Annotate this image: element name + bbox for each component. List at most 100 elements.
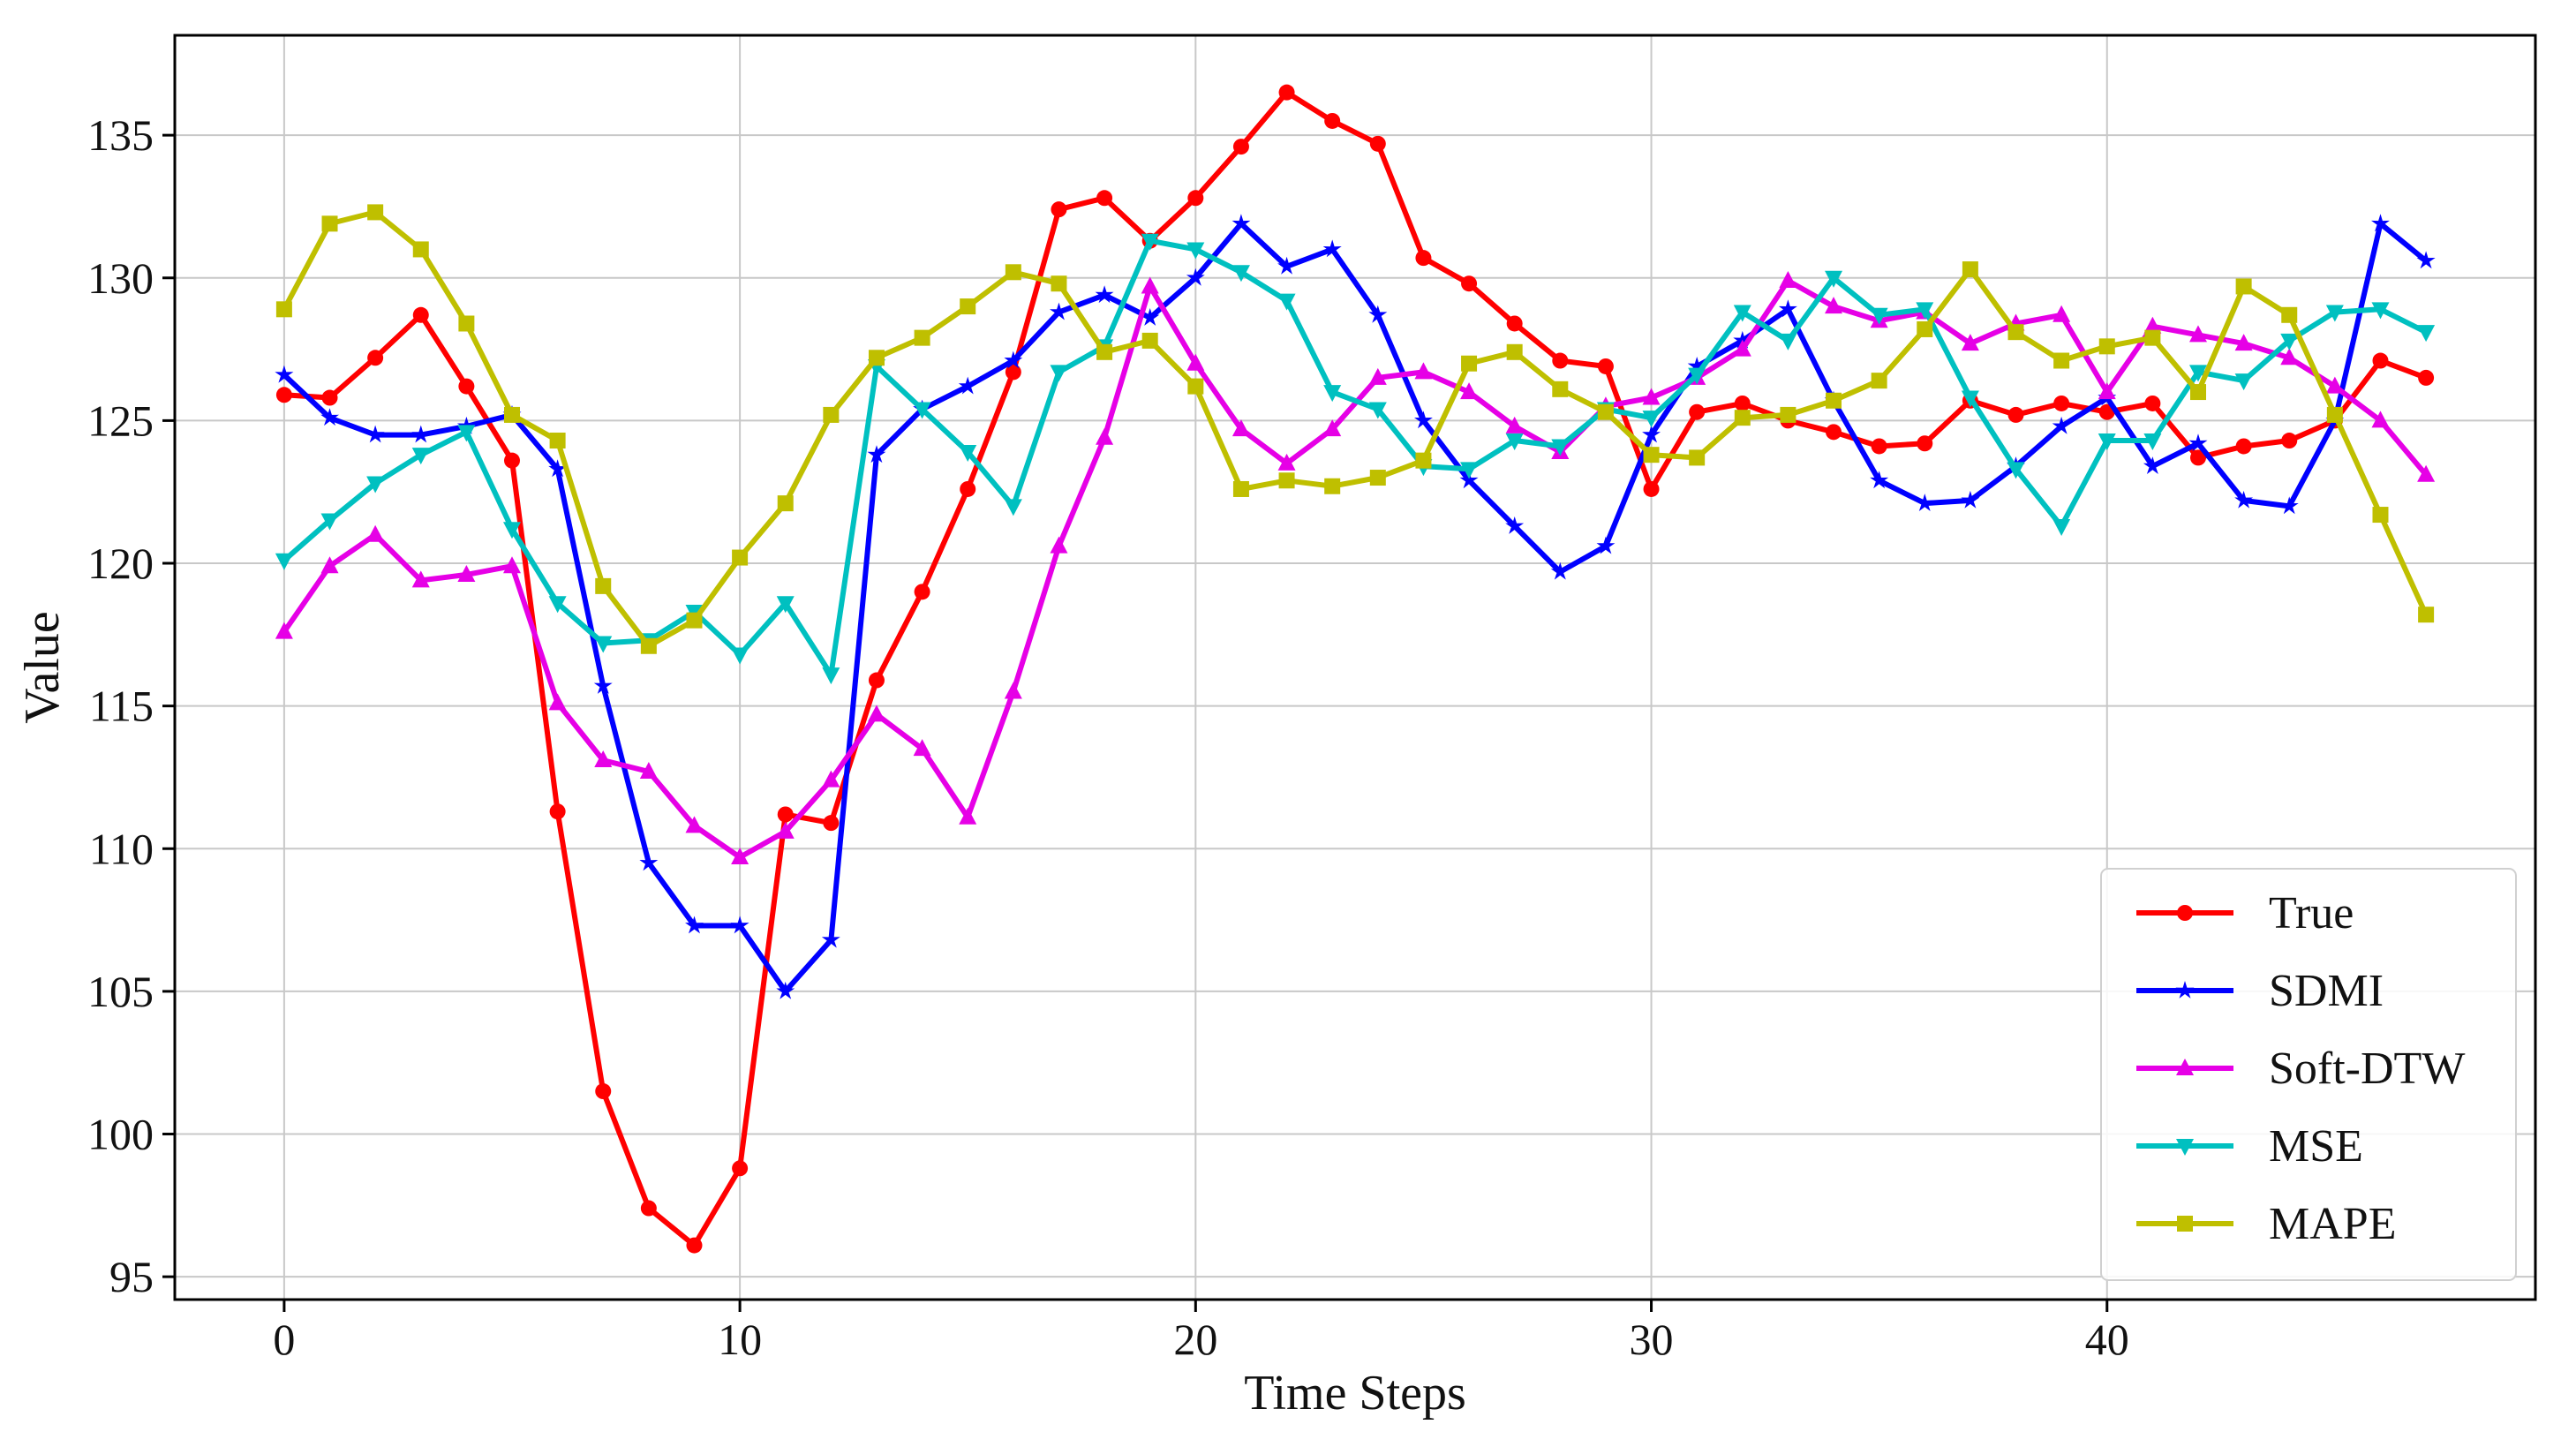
data-point-mse: [1825, 270, 1843, 288]
data-point-sdmi: [1550, 561, 1570, 580]
data-point-true: [960, 480, 976, 497]
data-point-true: [2281, 433, 2298, 449]
data-point-true: [1871, 438, 1887, 455]
legend-marker-soft-dtw: [2176, 1059, 2194, 1075]
data-point-mse: [275, 553, 293, 570]
legend-label-mape: MAPE: [2269, 1199, 2396, 1249]
data-point-sdmi: [1141, 308, 1160, 326]
data-point-mape: [1096, 343, 1113, 360]
plot-frame: [173, 34, 2537, 1301]
data-point-mape: [1369, 470, 1386, 486]
legend-marker-sdmi: [2175, 981, 2195, 999]
data-point-mape: [1917, 320, 1933, 337]
data-point-true: [2235, 438, 2252, 455]
data-point-mape: [640, 637, 657, 654]
data-point-mape: [2007, 324, 2024, 341]
data-point-sdmi: [1459, 471, 1479, 489]
x-tick-label: 20: [1173, 1315, 1217, 1364]
data-point-mse: [457, 425, 476, 442]
data-point-sdmi: [1414, 411, 1433, 429]
data-point-true: [1506, 315, 1523, 332]
data-point-mape: [595, 577, 612, 594]
x-axis-label: Time Steps: [1244, 1366, 1466, 1421]
data-point-true: [1051, 201, 1067, 218]
data-point-mape: [823, 406, 840, 423]
data-point-mse: [1460, 462, 1479, 479]
data-point-soft-dtw: [2280, 348, 2299, 366]
data-point-mape: [1552, 381, 1569, 397]
data-point-sdmi: [821, 930, 840, 948]
data-point-sdmi: [548, 459, 568, 478]
data-point-mse: [1277, 293, 1296, 311]
data-point-soft-dtw: [1050, 536, 1068, 554]
data-point-soft-dtw: [2053, 305, 2071, 322]
data-point-true: [1689, 403, 1706, 420]
x-tick-label: 40: [2085, 1315, 2129, 1364]
data-point-mape: [777, 495, 794, 512]
data-point-mape: [1051, 275, 1067, 292]
data-point-sdmi: [365, 425, 385, 443]
data-point-true: [1369, 135, 1386, 152]
data-point-true: [732, 1160, 749, 1177]
data-point-soft-dtw: [822, 770, 840, 788]
data-point-sdmi: [639, 853, 659, 871]
data-point-sdmi: [685, 916, 704, 934]
data-point-sdmi: [1095, 285, 1114, 304]
data-point-mape: [549, 433, 566, 449]
data-point-sdmi: [1368, 305, 1388, 323]
data-point-soft-dtw: [1004, 682, 1022, 699]
y-tick-label: 125: [87, 396, 154, 445]
data-point-mse: [1141, 233, 1159, 251]
data-point-sdmi: [776, 981, 795, 999]
data-point-sdmi: [2371, 214, 2390, 232]
data-point-soft-dtw: [1186, 353, 1205, 371]
legend-label-soft-dtw: Soft-DTW: [2269, 1044, 2465, 1094]
y-tick-label: 110: [89, 824, 154, 873]
y-tick-label: 105: [87, 967, 154, 1016]
data-point-soft-dtw: [320, 556, 339, 574]
data-point-mse: [1323, 385, 1342, 403]
data-point-mape: [275, 301, 292, 318]
data-point-soft-dtw: [2189, 325, 2207, 343]
data-point-soft-dtw: [2325, 376, 2344, 394]
legend-marker-mape: [2177, 1216, 2193, 1232]
data-point-mape: [2235, 278, 2252, 295]
data-point-mape: [1141, 332, 1158, 349]
data-point-true: [1643, 480, 1660, 497]
legend: True SDMI Soft-DTW MSE MAPE: [2100, 868, 2517, 1281]
data-point-mse: [1505, 433, 1524, 451]
data-point-soft-dtw: [2098, 382, 2116, 400]
data-point-mape: [2190, 384, 2206, 401]
data-point-mse: [1551, 439, 1570, 456]
data-point-soft-dtw: [959, 807, 977, 825]
data-point-mse: [1870, 307, 1888, 325]
y-tick-label: 100: [87, 1110, 154, 1159]
y-tick-label: 95: [109, 1252, 154, 1301]
data-point-mse: [366, 476, 385, 494]
legend-marker-mse: [2176, 1139, 2194, 1156]
data-point-soft-dtw: [776, 821, 795, 839]
data-point-mse: [731, 647, 749, 665]
data-point-mse: [959, 444, 977, 462]
data-point-soft-dtw: [457, 564, 476, 582]
data-point-soft-dtw: [685, 816, 704, 833]
data-point-true: [1597, 358, 1614, 374]
data-point-mape: [732, 549, 749, 566]
data-point-mape: [1780, 406, 1796, 423]
data-point-mse: [411, 448, 430, 465]
data-point-soft-dtw: [2371, 411, 2390, 428]
data-point-mse: [1733, 305, 1751, 322]
series-true: [275, 84, 2435, 1254]
data-point-true: [2372, 352, 2389, 369]
data-point-mse: [2417, 325, 2436, 343]
data-point-true: [549, 803, 566, 820]
data-point-true: [595, 1083, 612, 1100]
legend-label-sdmi: SDMI: [2269, 966, 2384, 1016]
data-point-mse: [2189, 365, 2207, 382]
series-mse: [275, 233, 2436, 685]
data-point-mape: [1962, 261, 1978, 278]
data-point-soft-dtw: [913, 739, 931, 757]
y-tick-label: 115: [89, 682, 154, 731]
data-point-true: [1917, 435, 1933, 452]
